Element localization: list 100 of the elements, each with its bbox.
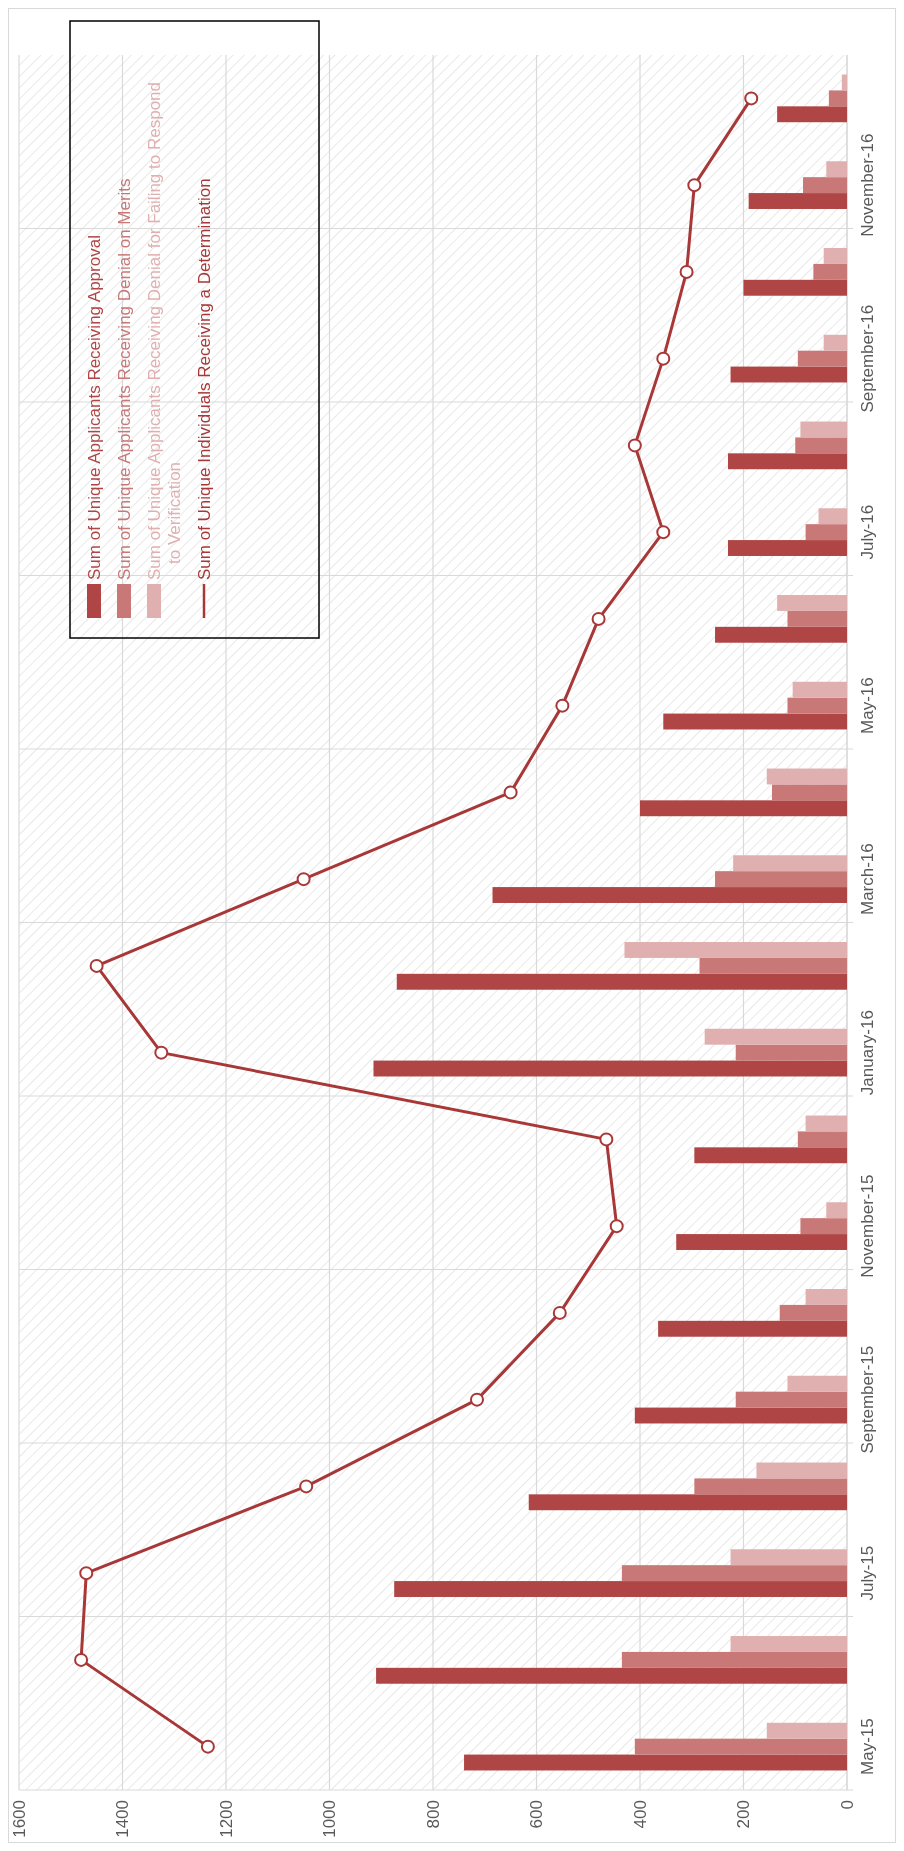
text: Sum of Unique Applicants Receiving Approval <box>84 235 104 580</box>
point <box>503 785 518 800</box>
bar <box>730 366 847 383</box>
bar <box>464 1754 847 1771</box>
bar <box>376 1667 847 1684</box>
bar <box>777 106 847 123</box>
bar <box>730 1636 847 1652</box>
bar <box>748 193 847 209</box>
bar <box>795 437 847 454</box>
point <box>154 1045 169 1060</box>
bar <box>621 1651 847 1668</box>
bar <box>373 1060 847 1077</box>
y-tick-label: September-16 <box>858 304 877 413</box>
bar <box>805 1289 847 1305</box>
bar <box>730 1549 847 1566</box>
bar <box>634 1738 847 1755</box>
bar <box>676 1234 847 1250</box>
bar <box>663 713 847 730</box>
point <box>591 611 606 626</box>
bar <box>823 334 847 351</box>
point <box>552 1305 567 1320</box>
bar <box>756 1462 847 1479</box>
x-tick-label: 800 <box>423 1800 443 1829</box>
bar <box>735 1391 847 1408</box>
bar <box>803 177 847 194</box>
point <box>656 351 671 366</box>
bar <box>787 610 847 627</box>
bar <box>640 800 847 817</box>
bar <box>694 1478 847 1495</box>
point <box>469 1392 484 1407</box>
x-tick-label: 1200 <box>216 1800 236 1838</box>
bar <box>797 1131 847 1148</box>
point <box>200 1739 215 1754</box>
bar <box>805 1115 847 1132</box>
point <box>89 958 104 973</box>
text: Sum of Unique Applicants Receiving Denial on Merits <box>114 178 134 580</box>
y-tick-label: September-15 <box>858 1345 877 1454</box>
y-tick-label: July-15 <box>858 1545 877 1601</box>
point <box>609 1219 624 1234</box>
y-tick-label: July-16 <box>858 504 877 560</box>
x-tick-label: 200 <box>734 1800 754 1829</box>
point <box>296 872 311 887</box>
bar <box>792 681 847 698</box>
bar <box>624 942 847 958</box>
y-tick-label: January-16 <box>858 1010 877 1096</box>
point <box>299 1479 314 1494</box>
bar <box>658 1320 847 1337</box>
point <box>687 178 702 193</box>
bar <box>766 1722 847 1739</box>
x-tick-label: 0 <box>837 1800 857 1810</box>
bar <box>704 1028 847 1045</box>
bar <box>787 697 847 714</box>
point <box>744 91 759 106</box>
bar <box>841 74 847 91</box>
bar <box>777 595 847 611</box>
x-tick-label: 1400 <box>113 1800 133 1838</box>
text: Sum of Unique Applicants Receiving Denial for Failing to Respond to Verification <box>144 82 184 580</box>
point <box>599 1132 614 1147</box>
bar <box>771 784 847 801</box>
point <box>555 698 570 713</box>
point <box>79 1566 94 1581</box>
bar <box>735 1044 847 1061</box>
bar <box>528 1494 847 1511</box>
point <box>74 1652 89 1667</box>
bar <box>727 453 847 470</box>
bar <box>396 973 847 990</box>
text: Sum of Unique Individuals Receiving a Determination <box>194 178 214 580</box>
bar <box>733 855 847 872</box>
x-tick-label: 600 <box>527 1800 547 1829</box>
bar <box>813 263 847 280</box>
bar <box>797 350 847 367</box>
bar <box>800 1218 847 1235</box>
bar <box>826 1202 847 1219</box>
bar <box>805 524 847 541</box>
bar <box>715 626 847 643</box>
x-tick-label: 1600 <box>9 1800 29 1838</box>
y-tick-label: March-16 <box>858 843 877 916</box>
bar <box>818 508 847 525</box>
bar <box>826 161 847 178</box>
y-tick-label: May-16 <box>858 677 877 734</box>
bar <box>787 1375 847 1392</box>
y-tick-label: November-15 <box>858 1174 877 1278</box>
bar <box>394 1581 847 1597</box>
y-tick-label: May-15 <box>858 1718 877 1775</box>
bar <box>621 1565 847 1582</box>
x-tick-label: 400 <box>630 1800 650 1829</box>
bar <box>800 421 847 438</box>
x-tick-label: 1000 <box>320 1800 340 1838</box>
bar <box>492 887 847 903</box>
bar <box>779 1304 847 1321</box>
bar <box>823 248 847 264</box>
bar <box>634 1407 847 1424</box>
point <box>679 264 694 279</box>
bar <box>727 540 847 556</box>
bar <box>699 957 847 974</box>
y-tick-label: November-16 <box>858 133 877 237</box>
bar <box>766 768 847 785</box>
point <box>656 525 671 540</box>
bar <box>715 871 847 888</box>
bar <box>694 1147 847 1164</box>
